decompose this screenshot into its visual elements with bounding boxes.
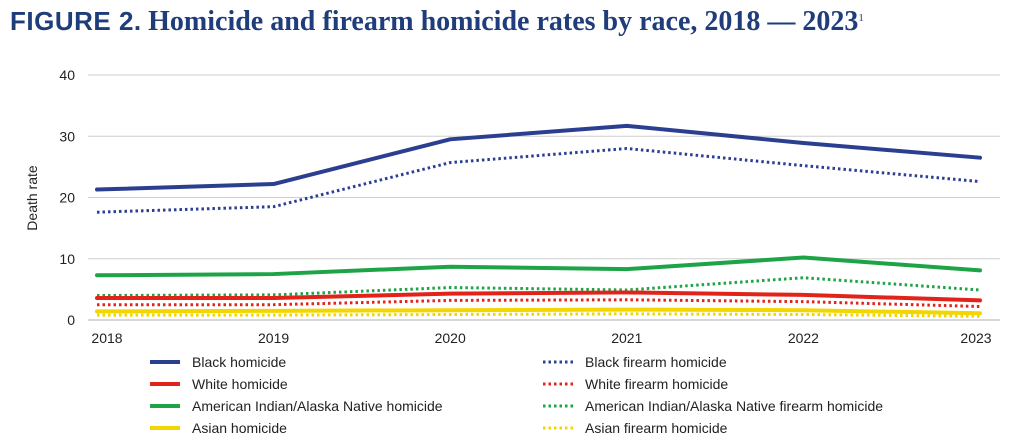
x-tick-label: 2023 (960, 330, 991, 346)
figure-label: FIGURE 2. (10, 6, 142, 36)
legend-item: White firearm homicide (543, 376, 728, 392)
y-tick-label: 10 (59, 251, 75, 267)
series-lines (95, 123, 982, 318)
x-tick-label: 2021 (611, 330, 642, 346)
legend-label: White firearm homicide (585, 376, 728, 392)
x-tick-label: 2020 (435, 330, 466, 346)
legend-item: American Indian/Alaska Native homicide (150, 398, 443, 414)
y-tick-label: 0 (67, 312, 75, 328)
x-tick-label: 2018 (91, 330, 122, 346)
x-tick-label: 2022 (788, 330, 819, 346)
y-tick-label: 20 (59, 190, 75, 206)
legend-label: American Indian/Alaska Native homicide (192, 398, 443, 414)
y-axis-ticks: 0 10 20 30 40 (59, 67, 75, 328)
series-line-american-indian-alaska-native-firearm-homicide (96, 276, 981, 297)
legend-label: Black firearm homicide (585, 354, 727, 370)
x-tick-label: 2019 (258, 330, 289, 346)
figure-footnote: 1 (858, 12, 864, 24)
legend: Black homicide Black firearm homicide Whit… (150, 354, 883, 436)
figure-title: FIGURE 2. Homicide and firearm homicide … (10, 6, 864, 38)
y-tick-label: 40 (59, 67, 75, 83)
grid-lines (88, 74, 1000, 321)
x-axis-ticks: 2018 2019 2020 2021 2022 2023 (91, 330, 991, 346)
series-line-white-homicide (95, 290, 982, 303)
series-line-asian-firearm-homicide (97, 312, 981, 318)
legend-label: American Indian/Alaska Native firearm ho… (585, 398, 883, 414)
legend-item: Asian homicide (150, 420, 287, 436)
legend-label: Black homicide (192, 354, 286, 370)
legend-item: American Indian/Alaska Native firearm ho… (543, 398, 883, 414)
legend-label: White homicide (192, 376, 288, 392)
series-line-black-firearm-homicide (96, 147, 981, 214)
legend-item: Black firearm homicide (543, 354, 727, 370)
series-line-white-firearm-homicide (97, 298, 981, 309)
legend-item: White homicide (150, 376, 288, 392)
legend-item: Asian firearm homicide (543, 420, 728, 436)
y-axis-label: Death rate (24, 165, 40, 231)
series-line-black-homicide (95, 123, 982, 192)
figure-title-text: Homicide and firearm homicide rates by r… (148, 6, 859, 37)
legend-label: Asian firearm homicide (585, 420, 728, 436)
series-line-american-indian-alaska-native-homicide (95, 255, 982, 278)
y-tick-label: 30 (59, 128, 75, 144)
legend-item: Black homicide (150, 354, 286, 370)
series-line-asian-homicide (95, 307, 982, 316)
legend-label: Asian homicide (192, 420, 287, 436)
